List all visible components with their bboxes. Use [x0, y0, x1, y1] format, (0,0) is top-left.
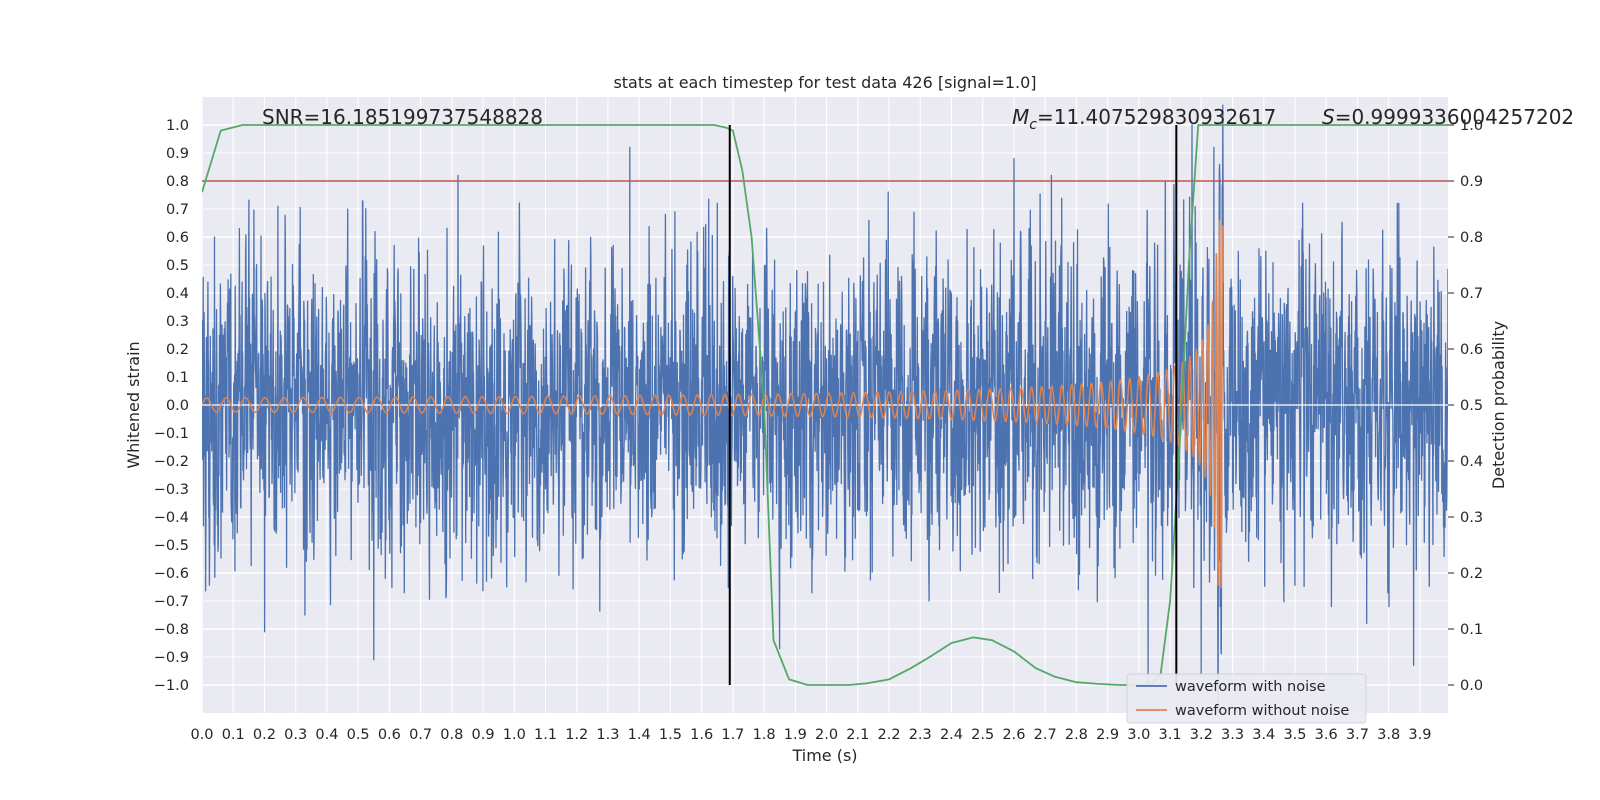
y-tick-label: 0.8	[166, 174, 189, 190]
chart-title: stats at each timestep for test data 426…	[613, 73, 1036, 92]
y-tick-label: −0.1	[154, 426, 189, 442]
chirp-mass-value: =11.407529830932617	[1037, 105, 1276, 129]
x-tick-label: 3.1	[1159, 727, 1182, 743]
chirp-mass-annotation: Mc=11.407529830932617	[1012, 105, 1276, 133]
legend-label-waveform-without-noise: waveform without noise	[1175, 703, 1349, 719]
x-tick-label: 3.8	[1377, 727, 1400, 743]
x-tick-label: 1.1	[534, 727, 557, 743]
x-tick-label: 1.4	[628, 727, 651, 743]
y-right-tick-label: 0.1	[1460, 622, 1483, 638]
x-tick-label: 0.7	[409, 727, 432, 743]
y-right-tick-label: 0.9	[1460, 174, 1483, 190]
x-tick-label: 0.8	[440, 727, 463, 743]
y-tick-label: −1.0	[154, 678, 189, 694]
y-tick-label: −0.3	[154, 482, 189, 498]
score-symbol: S	[1322, 105, 1335, 129]
x-tick-label: 2.8	[1065, 727, 1088, 743]
y-tick-label: 0.5	[166, 258, 189, 274]
y-right-tick-label: 0.0	[1460, 678, 1483, 694]
y-axis-ticks: −1.0 −0.9 −0.8 −0.7 −0.6 −0.5 −0.4 −0.3 −0.2 −0.1…	[154, 118, 189, 694]
y-right-tick-label: 1.0	[1460, 118, 1483, 134]
x-tick-label: 1.9	[784, 727, 807, 743]
y-tick-label: −0.6	[154, 566, 189, 582]
series-waveform-without-noise	[202, 219, 1224, 589]
x-tick-label: 1.6	[690, 727, 713, 743]
x-tick-label: 0.3	[284, 727, 307, 743]
x-tick-label: 0.4	[315, 727, 338, 743]
x-tick-label: 0.0	[190, 727, 213, 743]
x-tick-label: 2.7	[1034, 727, 1057, 743]
score-value: =0.9999336004257202	[1335, 105, 1574, 129]
y-tick-label: −0.7	[154, 594, 189, 610]
x-tick-label: 2.0	[815, 727, 838, 743]
legend: waveform with noise waveform without noi…	[1126, 673, 1367, 724]
y-axis-label: Whitened strain	[124, 341, 143, 468]
y-tick-label: 0.3	[166, 314, 189, 330]
y-tick-label: 1.0	[166, 118, 189, 134]
x-tick-label: 3.0	[1127, 727, 1150, 743]
x-tick-label: 0.2	[253, 727, 276, 743]
y-right-tick-label: 0.2	[1460, 566, 1483, 582]
y-right-tick-label: 0.7	[1460, 286, 1483, 302]
y-tick-label: −0.4	[154, 510, 189, 526]
x-tick-label: 0.9	[472, 727, 495, 743]
series-detection-probability	[202, 124, 1448, 686]
chirp-mass-subscript: c	[1029, 117, 1037, 133]
y-tick-label: −0.8	[154, 622, 189, 638]
x-tick-label: 3.3	[1221, 727, 1244, 743]
x-tick-label: 2.2	[877, 727, 900, 743]
legend-label-waveform-with-noise: waveform with noise	[1175, 679, 1326, 695]
y-tick-label: −0.9	[154, 650, 189, 666]
y-axis-right-label: Detection probability	[1489, 321, 1508, 489]
x-axis-label: Time (s)	[791, 746, 857, 765]
x-tick-label: 2.9	[1096, 727, 1119, 743]
y-tick-label: −0.2	[154, 454, 189, 470]
y-tick-label: −0.5	[154, 538, 189, 554]
x-axis-ticks: 0.0 0.1 0.2 0.3 0.4 0.5 0.6 0.7 0.8 0.9 1.0 1.1 1.2 1…	[190, 727, 1431, 743]
y-right-tick-label: 0.8	[1460, 230, 1483, 246]
x-tick-label: 3.4	[1252, 727, 1275, 743]
x-tick-label: 2.1	[846, 727, 869, 743]
x-tick-label: 2.5	[971, 727, 994, 743]
y-right-tick-label: 0.4	[1460, 454, 1483, 470]
x-tick-label: 0.5	[347, 727, 370, 743]
chirp-mass-symbol: M	[1012, 105, 1029, 129]
x-tick-label: 1.7	[721, 727, 744, 743]
y-tick-label: 0.2	[166, 342, 189, 358]
y-tick-label: 0.4	[166, 286, 189, 302]
y-right-tick-label: 0.5	[1460, 398, 1483, 414]
y-tick-label: 0.6	[166, 230, 189, 246]
x-tick-label: 1.2	[565, 727, 588, 743]
y-right-tick-label: 0.6	[1460, 342, 1483, 358]
x-tick-label: 3.6	[1315, 727, 1338, 743]
x-tick-label: 1.3	[596, 727, 619, 743]
x-tick-label: 1.5	[659, 727, 682, 743]
x-tick-label: 3.9	[1408, 727, 1431, 743]
y-tick-label: 0.0	[166, 398, 189, 414]
x-tick-label: 2.4	[940, 727, 963, 743]
x-tick-label: 1.0	[503, 727, 526, 743]
x-tick-label: 0.6	[378, 727, 401, 743]
y-tick-label: 0.1	[166, 370, 189, 386]
x-tick-label: 2.3	[909, 727, 932, 743]
y-right-tick-label: 0.3	[1460, 510, 1483, 526]
y-tick-label: 0.9	[166, 146, 189, 162]
x-tick-label: 3.5	[1283, 727, 1306, 743]
x-tick-label: 0.1	[222, 727, 245, 743]
y-axis-right-ticks: 0.0 0.1 0.2 0.3 0.4 0.5 0.6 0.7 0.8 0.9 1.0	[1448, 118, 1483, 694]
x-tick-label: 2.6	[1002, 727, 1025, 743]
score-annotation: S=0.9999336004257202	[1322, 105, 1574, 129]
legend-box	[1126, 673, 1367, 724]
y-tick-label: 0.7	[166, 202, 189, 218]
x-tick-label: 1.8	[753, 727, 776, 743]
x-tick-label: 3.2	[1190, 727, 1213, 743]
x-tick-label: 3.7	[1346, 727, 1369, 743]
snr-annotation: SNR=16.185199737548828	[262, 105, 543, 129]
